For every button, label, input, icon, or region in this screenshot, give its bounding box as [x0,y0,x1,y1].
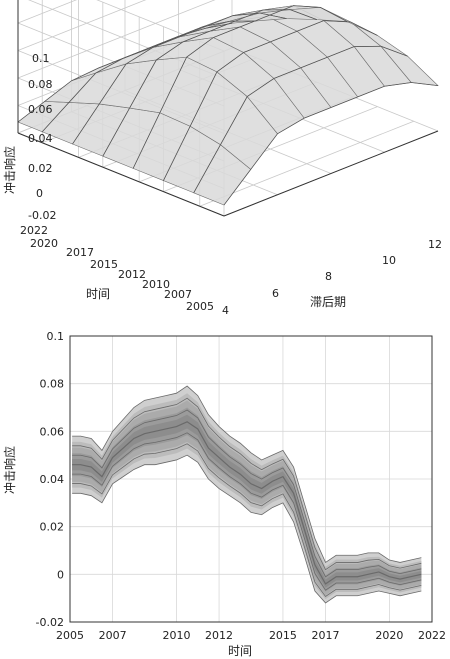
x-tick-label: 2012 [205,629,233,642]
lag-tick-label: 8 [325,270,332,283]
surface-axes [17,0,439,217]
area-plot [72,385,422,604]
surface-z-ticks: -0.02 0 0.02 0.04 0.06 0.08 0.1 [28,52,56,222]
y-tick-label: 0.08 [40,378,65,391]
surface-chart: -0.02 0 0.02 0.04 0.06 0.08 0.1 冲击响应 202… [2,0,442,317]
z-tick-label: 0.04 [28,132,53,145]
x-tick-label: 2007 [99,629,127,642]
time-tick-label: 2005 [186,300,214,313]
percentile-line [72,397,422,571]
time-axis-line [17,132,225,217]
surface-time-axis-label: 时间 [86,287,110,301]
surface-edge [163,20,378,181]
x-tick-label: 2010 [162,629,190,642]
area-x-axis-label: 时间 [228,644,252,658]
z-tick-label: 0 [36,187,43,200]
surface-mesh [17,5,439,206]
time-tick-label: 2012 [118,268,146,281]
surface-edge [132,5,348,169]
fan-band [72,400,422,596]
surface-lag-axis-label: 滞后期 [310,295,346,309]
surface-edge [193,45,408,193]
y-tick-label: 0.1 [47,330,65,343]
z-tick-label: -0.02 [28,209,56,222]
y-tick-label: 0.06 [40,425,65,438]
time-tick-label: 2022 [20,224,48,237]
surface-edge [72,12,287,145]
z-tick-label: 0.06 [28,103,53,116]
time-tick-label: 2007 [164,288,192,301]
percentile-line [72,443,422,597]
surface-edge [102,9,317,157]
x-tick-label: 2015 [269,629,297,642]
x-tick-label: 2005 [56,629,84,642]
area-y-axis-label: 冲击响应 [2,446,17,494]
time-tick-label: 2017 [66,246,94,259]
percentile-line [72,454,422,604]
y-tick-label: 0.04 [40,473,65,486]
wall-grid-line [17,0,77,24]
x-tick-label: 2020 [375,629,403,642]
y-tick-label: 0 [57,568,64,581]
surface-edge [17,22,233,123]
percentile-line [72,409,422,578]
lag-tick-label: 4 [222,304,229,317]
area-frame [69,335,433,623]
time-tick-label: 2020 [30,237,58,250]
percentile-line [72,385,422,564]
z-tick-label: 0.08 [28,78,53,91]
lag-tick-label: 12 [428,238,442,251]
percentile-line [72,432,422,591]
z-tick-label: 0.1 [32,52,50,65]
z-tick-label: 0.02 [28,162,53,175]
time-tick-label: 2015 [90,258,118,271]
surface-edge [223,82,439,206]
area-y-ticks: -0.02 0 0.02 0.04 0.06 0.08 0.1 [36,330,64,629]
surface-lag-ticks: 4 6 8 10 12 [222,238,442,317]
area-x-ticks: 2005 2007 2010 2012 2015 2017 2020 2022 [56,629,446,642]
y-tick-label: -0.02 [36,616,64,629]
surface-time-ticks: 2022 2020 2017 2015 2012 2010 2007 2005 [20,224,214,313]
time-tick-label: 2010 [142,278,170,291]
surface-z-axis-label: 冲击响应 [2,146,17,194]
median-line [72,421,422,585]
lag-tick-label: 6 [272,287,279,300]
lag-tick-label: 10 [382,254,396,267]
x-tick-label: 2017 [312,629,340,642]
x-tick-label: 2022 [418,629,446,642]
lag-axis-line [223,130,439,217]
y-tick-label: 0.02 [40,521,65,534]
